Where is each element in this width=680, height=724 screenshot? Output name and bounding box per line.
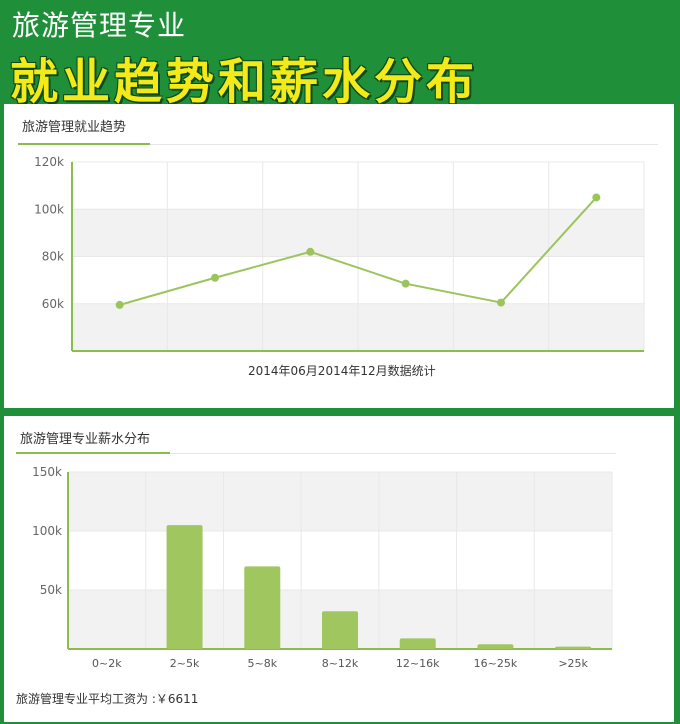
average-salary-note: 旅游管理专业平均工资为 :￥6611	[16, 692, 199, 706]
bar	[399, 638, 436, 649]
x-tick-label: 16~25k	[474, 657, 518, 670]
y-tick-label: 150k	[32, 465, 62, 479]
salary-title-rule	[16, 453, 616, 454]
bar	[166, 525, 203, 649]
grid-band	[68, 472, 612, 531]
salary-title-accent	[16, 452, 170, 454]
salary-panel: 旅游管理专业薪水分布 50k 100k 150k 0~2k 2~5k 5~8k 8~12k 1…	[4, 416, 674, 722]
data-point	[497, 298, 505, 307]
header-banner: 旅游管理专业 就业趋势和薪水分布	[0, 0, 680, 110]
data-point	[592, 193, 601, 202]
data-point	[211, 273, 219, 282]
x-tick-label: 2~5k	[170, 657, 200, 670]
x-tick-label: >25k	[558, 657, 588, 670]
y-tick-label: 60k	[42, 297, 64, 311]
y-tick-label: 50k	[40, 583, 62, 597]
banner-subtitle: 旅游管理专业	[12, 9, 187, 42]
data-point	[115, 300, 124, 309]
bar	[322, 611, 358, 649]
trend-panel: 旅游管理就业趋势 60k 80k 100k 120k 2014年06月2014年12月…	[4, 104, 674, 408]
banner-title: 就业趋势和薪水分布	[10, 54, 479, 110]
trend-title-accent	[18, 143, 150, 145]
salary-bar-chart: 50k 100k 150k 0~2k 2~5k 5~8k 8~12k 12~16k 16~25k…	[32, 465, 613, 670]
x-tick-label: 8~12k	[322, 657, 359, 670]
x-tick-label: 12~16k	[396, 657, 440, 670]
series-line	[119, 196, 598, 306]
trend-caption: 2014年06月2014年12月数据统计	[248, 364, 436, 378]
data-point	[306, 247, 315, 256]
x-tick-label: 0~2k	[92, 657, 122, 670]
y-tick-label: 100k	[34, 202, 64, 216]
y-tick-label: 80k	[42, 250, 64, 264]
y-tick-label: 120k	[34, 155, 64, 169]
bar	[477, 644, 514, 649]
trend-line-chart: 60k 80k 100k 120k	[34, 155, 645, 352]
x-tick-label: 5~8k	[247, 657, 277, 670]
bar	[555, 646, 592, 649]
bar	[244, 566, 281, 649]
trend-panel-title: 旅游管理就业趋势	[22, 120, 127, 135]
trend-title-rule	[18, 144, 658, 145]
y-tick-label: 100k	[32, 524, 62, 538]
data-point	[401, 279, 410, 288]
salary-panel-title: 旅游管理专业薪水分布	[20, 432, 151, 447]
